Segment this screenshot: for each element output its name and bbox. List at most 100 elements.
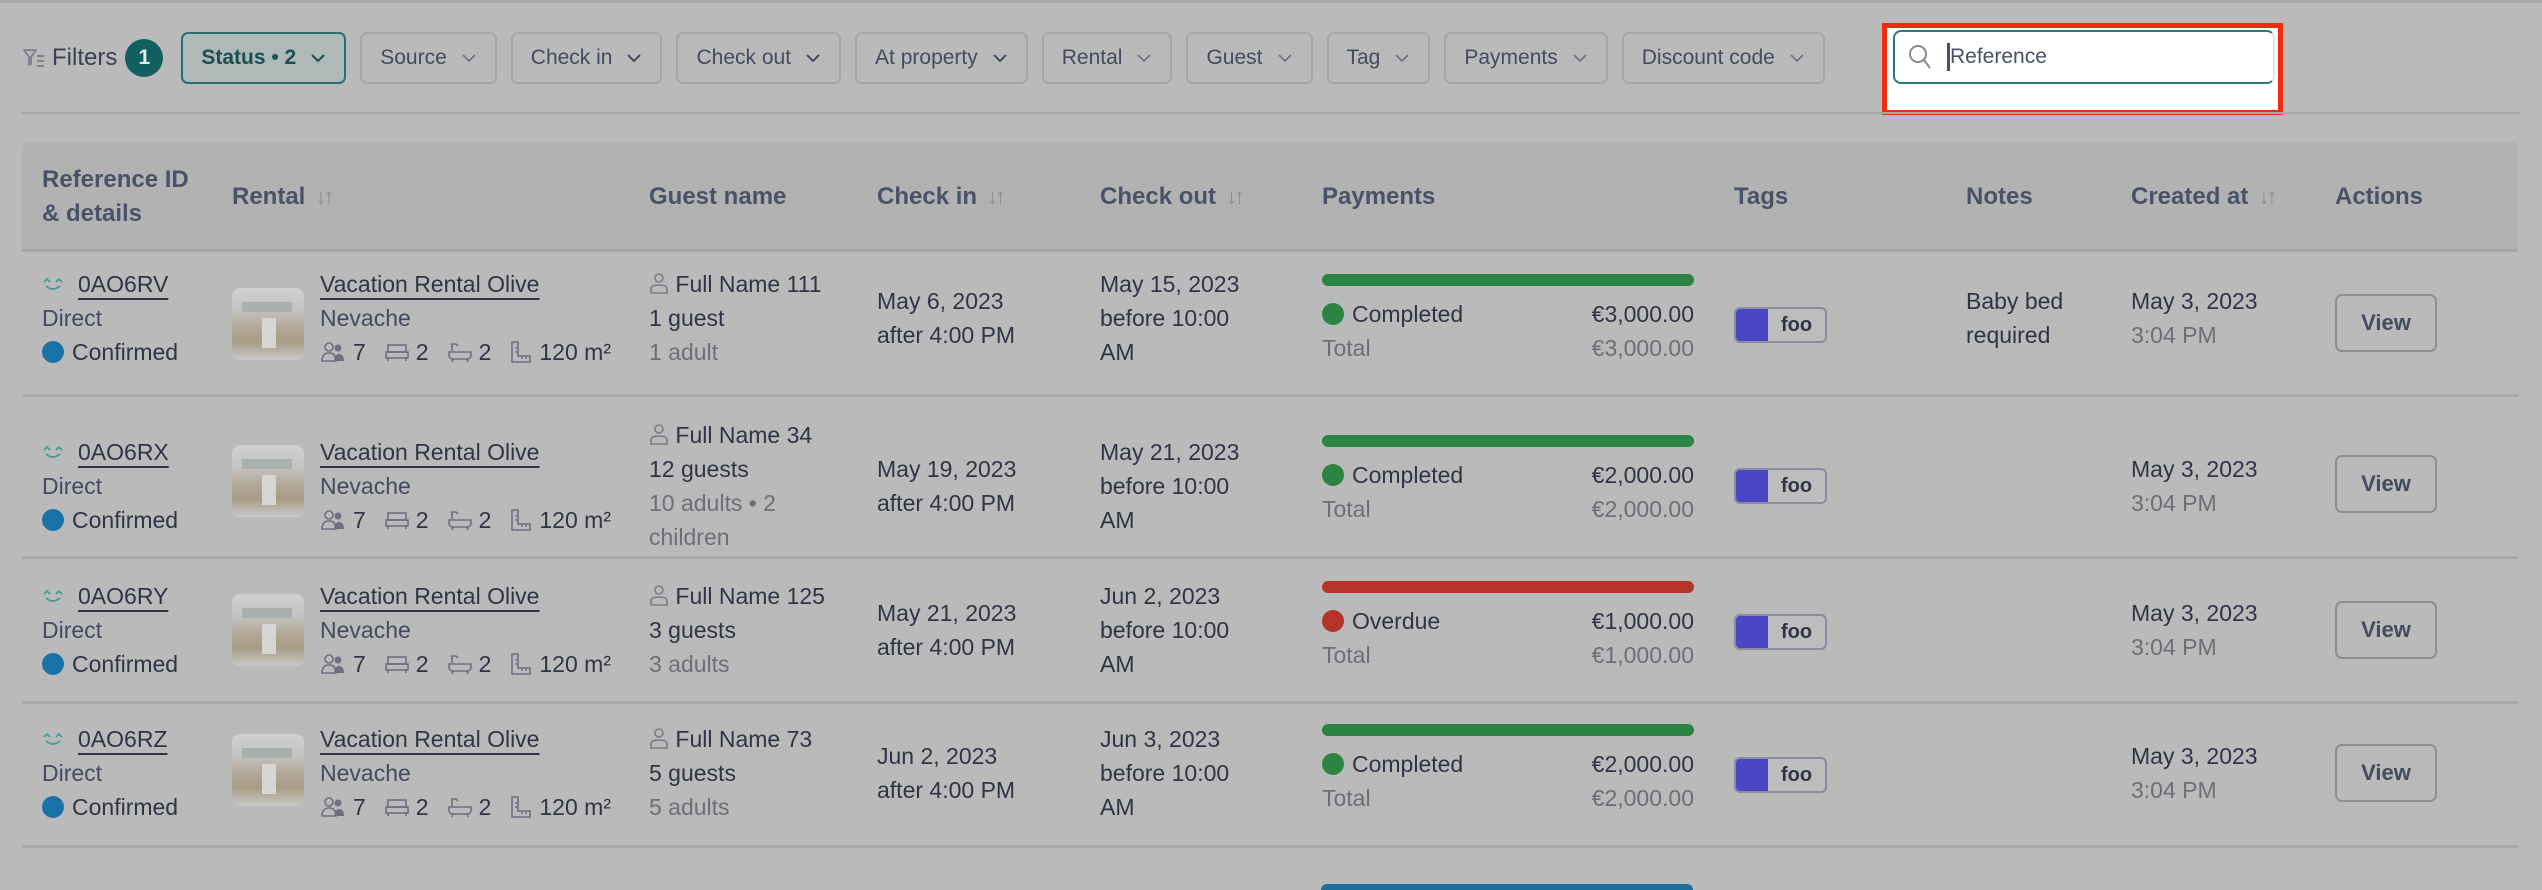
reference-search-input[interactable]: [1950, 45, 2250, 69]
column-header-check-out[interactable]: Check out ↓↑: [1100, 142, 1245, 252]
chevron-down-icon: [311, 53, 325, 62]
view-booking-button[interactable]: View: [2335, 744, 2437, 802]
rental-link[interactable]: Vacation Rental Olive: [320, 271, 540, 297]
bathrooms-value: 2: [478, 794, 492, 820]
chevron-down-icon: [1395, 53, 1409, 62]
capacity-value: 7: [353, 794, 366, 820]
person-icon: [650, 585, 668, 606]
guest-breakdown: 1 adult: [649, 339, 719, 365]
bathrooms-value: 2: [478, 651, 492, 677]
table-row[interactable]: 0AO6RV Direct Confirmed Vacation Rental …: [22, 252, 2518, 397]
guest-breakdown: 5 adults: [649, 794, 730, 820]
column-header-rental[interactable]: Rental ↓↑: [232, 142, 334, 252]
tag-badge[interactable]: foo: [1734, 757, 1827, 793]
payment-progress-bar: [1322, 274, 1694, 286]
rental-link[interactable]: Vacation Rental Olive: [320, 439, 540, 465]
sort-icon[interactable]: ↓↑: [987, 184, 1006, 209]
filter-divider: [22, 112, 2520, 114]
source-label: Direct: [42, 473, 103, 499]
tag-badge[interactable]: foo: [1734, 307, 1827, 343]
reference-cell: 0AO6RX Direct Confirmed: [42, 435, 178, 537]
bed-icon: [384, 656, 409, 673]
people-icon: [321, 797, 344, 817]
tag-color-swatch: [1736, 616, 1768, 648]
column-header-label: Actions: [2335, 183, 2424, 210]
payment-status-dot-icon: [1322, 753, 1344, 775]
column-header-guest-name: Guest name: [649, 142, 786, 252]
capacity-value: 7: [353, 651, 366, 677]
sort-icon[interactable]: ↓↑: [1226, 184, 1245, 209]
view-booking-button[interactable]: View: [2335, 455, 2437, 513]
bathtub-icon: [447, 655, 472, 675]
check-in-date: May 6, 2023: [877, 288, 1004, 314]
reference-link[interactable]: 0AO6RZ: [78, 726, 168, 752]
sort-icon[interactable]: ↓↑: [315, 184, 334, 209]
sort-icon[interactable]: ↓↑: [2258, 184, 2277, 209]
filters-toggle[interactable]: Filters 1: [22, 38, 164, 77]
check-in-date: May 19, 2023: [877, 456, 1017, 482]
check-out-date: Jun 3, 2023: [1100, 726, 1221, 752]
filter-chip-at-property[interactable]: At property: [855, 31, 1028, 84]
rental-link[interactable]: Vacation Rental Olive: [320, 583, 540, 609]
payment-amount: €2,000.00: [1591, 462, 1694, 488]
reference-search-field[interactable]: [1893, 30, 2275, 84]
table-row[interactable]: 0AO6RY Direct Confirmed Vacation Rental …: [22, 559, 2518, 704]
check-in-cell: May 19, 2023 after 4:00 PM: [877, 452, 1016, 520]
check-out-cell: Jun 2, 2023 before 10:00 AM: [1100, 579, 1229, 681]
filter-chip-guest[interactable]: Guest: [1186, 31, 1313, 84]
rental-thumbnail[interactable]: [232, 594, 304, 666]
notes-text: Baby bed: [1966, 288, 2064, 314]
chevron-down-icon: [806, 53, 820, 62]
payment-progress-bar: [1322, 581, 1694, 593]
rental-thumbnail[interactable]: [232, 288, 304, 360]
column-header-label: Tags: [1734, 183, 1789, 210]
filters-label: Filters: [52, 43, 118, 71]
people-icon: [321, 342, 344, 362]
notes-cell: Baby bed required: [1966, 284, 2063, 352]
rental-thumbnail[interactable]: [232, 734, 304, 806]
filter-chip-payments[interactable]: Payments: [1444, 31, 1608, 84]
guest-name: Full Name 125: [675, 583, 825, 609]
guest-cell: Full Name 34 12 guests 10 adults • 2 chi…: [649, 418, 812, 554]
total-amount: €3,000.00: [1591, 335, 1694, 361]
filter-chip-source[interactable]: Source: [360, 31, 497, 84]
bedrooms-value: 2: [415, 794, 429, 820]
filter-chip-label: Rental: [1061, 45, 1123, 69]
view-booking-button[interactable]: View: [2335, 601, 2437, 659]
filter-chip-status[interactable]: Status • 2: [181, 31, 347, 84]
reference-link[interactable]: 0AO6RY: [78, 583, 169, 609]
status-label: Confirmed: [72, 507, 179, 533]
tag-badge[interactable]: foo: [1734, 614, 1827, 650]
bookings-table: Reference ID & details Rental ↓↑ Guest n…: [22, 142, 2518, 848]
tag-color-swatch: [1736, 759, 1768, 791]
rental-thumbnail[interactable]: [232, 445, 304, 517]
booking-status: Confirmed: [42, 647, 178, 681]
filter-chip-check-out[interactable]: Check out: [676, 31, 842, 84]
column-header-label: Check out: [1100, 183, 1217, 210]
column-header-check-in[interactable]: Check in ↓↑: [877, 142, 1006, 252]
table-row[interactable]: 0AO6RZ Direct Confirmed Vacation Rental …: [22, 704, 2518, 848]
rental-link[interactable]: Vacation Rental Olive: [320, 726, 540, 752]
table-header: Reference ID & details Rental ↓↑ Guest n…: [22, 142, 2518, 252]
filter-chip-rental[interactable]: Rental: [1041, 31, 1173, 84]
tag-badge[interactable]: foo: [1734, 468, 1827, 504]
filter-chip-tag[interactable]: Tag: [1326, 31, 1431, 84]
check-out-cell: May 21, 2023 before 10:00 AM: [1100, 435, 1239, 537]
created-at-cell: May 3, 2023 3:04 PM: [2131, 452, 2258, 520]
view-booking-button[interactable]: View: [2335, 294, 2437, 352]
tag-label: foo: [1780, 621, 1813, 643]
guest-breakdown: children: [649, 524, 730, 550]
filter-chip-discount-code[interactable]: Discount code: [1621, 31, 1825, 84]
reference-link[interactable]: 0AO6RX: [78, 439, 169, 465]
filter-chip-check-in[interactable]: Check in: [510, 31, 663, 84]
table-row[interactable]: 0AO6RX Direct Confirmed Vacation Rental …: [22, 397, 2518, 559]
person-icon: [650, 424, 668, 445]
reference-link[interactable]: 0AO6RV: [78, 271, 169, 297]
column-header-label: Guest name: [649, 183, 787, 210]
payment-status-dot-icon: [1322, 303, 1344, 325]
notes-text: required: [1966, 322, 2051, 348]
direct-source-icon: [43, 732, 63, 745]
column-header-created-at[interactable]: Created at ↓↑: [2131, 142, 2277, 252]
check-in-time: after 4:00 PM: [877, 777, 1016, 803]
booking-status: Confirmed: [42, 790, 178, 824]
